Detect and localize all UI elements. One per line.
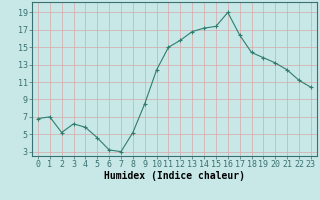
X-axis label: Humidex (Indice chaleur): Humidex (Indice chaleur) [104,171,245,181]
